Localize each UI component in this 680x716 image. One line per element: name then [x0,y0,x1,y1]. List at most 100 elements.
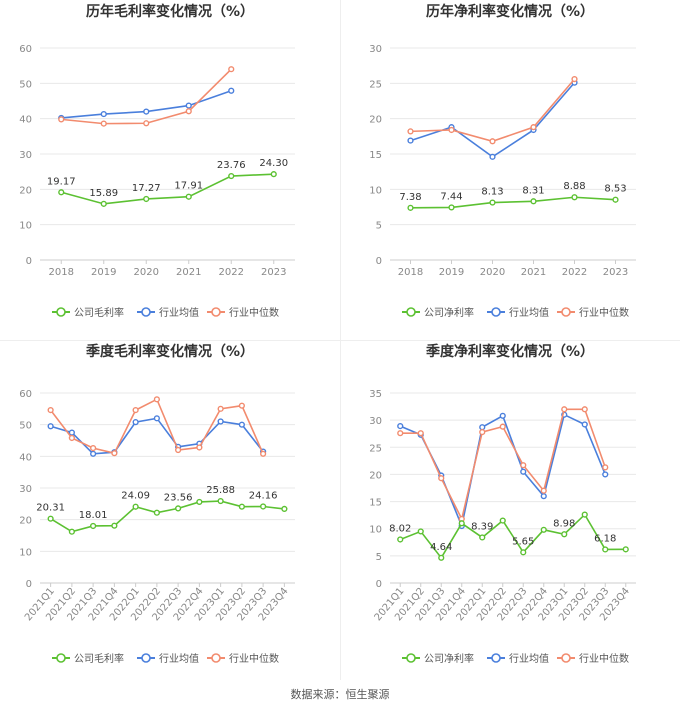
data-point-industry_median [407,128,414,135]
data-point-industry_median [561,406,568,413]
y-tick-label: 20 [19,516,32,527]
data-point-company [185,193,192,200]
data-label: 25.88 [206,485,235,496]
data-point-company [499,517,506,524]
data-point-industry_median [217,405,224,412]
legend-item-industry_median[interactable]: 行业中位数 [557,652,629,665]
data-point-industry_avg [499,412,506,419]
data-point-industry_avg [68,429,75,436]
data-point-industry_median [397,430,404,437]
y-tick-label: 5 [376,552,382,563]
data-point-industry_avg [479,424,486,431]
data-point-industry_avg [520,468,527,475]
series-line-industry_avg [399,413,606,529]
legend-label: 行业均值 [159,306,199,319]
y-tick-label: 25 [369,79,382,90]
legend-item-industry_avg[interactable]: 行业均值 [487,306,549,319]
data-label: 7.38 [399,192,421,203]
y-tick-label: 20 [369,470,382,481]
legend-item-industry_median[interactable]: 行业中位数 [557,306,629,319]
y-tick-label: 30 [369,44,382,55]
data-point-company [260,503,267,510]
y-tick-label: 10 [369,185,382,196]
y-tick-label: 50 [19,421,32,432]
x-tick-label: 2022 [219,267,244,278]
y-tick-label: 40 [19,115,32,126]
legend-item-industry_avg[interactable]: 行业均值 [137,306,199,319]
data-label: 23.56 [164,492,193,503]
data-point-industry_median [100,120,107,127]
data-point-industry_avg [143,108,150,115]
y-tick-label: 25 [369,443,382,454]
data-point-company [438,554,445,561]
legend-marker [211,307,221,317]
chart-title: 季度净利率变化情况（%） [425,343,594,360]
legend-item-industry_median[interactable]: 行业中位数 [207,306,279,319]
data-label: 5.65 [512,536,534,547]
legend-item-industry_avg[interactable]: 行业均值 [137,652,199,665]
x-tick-label: 2021 [176,267,201,278]
data-label: 17.91 [174,181,203,192]
data-point-industry_median [90,444,97,452]
data-label: 24.30 [259,158,288,169]
x-tick-label: 2018 [49,267,74,278]
data-point-company [489,199,496,206]
y-tick-label: 0 [376,579,382,590]
x-tick-label: 2021 [521,267,546,278]
data-label: 17.27 [132,183,161,194]
legend-item-company[interactable]: 公司净利率 [402,306,474,319]
data-point-company [175,505,182,512]
y-tick-label: 30 [369,416,382,427]
data-point-company [143,195,150,203]
data-point-industry_avg [540,493,547,500]
data-point-industry_avg [90,450,97,457]
legend-label: 公司净利率 [424,306,474,319]
legend-item-company[interactable]: 公司毛利率 [52,306,124,319]
chart-panel-4: 季度净利率变化情况（%）051015202530352021Q12021Q220… [369,343,636,665]
data-point-company [281,505,288,513]
data-point-industry_avg [217,418,224,425]
data-point-industry_median [58,116,65,123]
data-point-company [238,503,245,510]
data-point-industry_avg [100,110,107,118]
data-point-industry_median [479,428,486,436]
data-point-industry_avg [489,153,496,160]
legend-item-company[interactable]: 公司净利率 [402,652,474,665]
data-point-industry_median [260,450,267,457]
legend-label: 行业均值 [159,652,199,665]
chart-panel-1: 历年毛利率变化情况（%） 0 10 20 30 40 50 60 2018 2019 2020 202… [19,3,295,319]
legend-item-company[interactable]: 公司毛利率 [52,652,124,665]
legend-marker [561,307,571,317]
data-label: 23.76 [217,160,246,171]
data-point-company [458,520,465,527]
data-label: 19.17 [47,176,76,187]
series-line-company [61,173,274,205]
data-label: 7.44 [440,191,462,202]
y-tick-label: 30 [19,150,32,161]
data-point-industry_median [111,450,118,457]
data-point-industry_avg [602,471,609,478]
data-point-industry_median [448,126,455,134]
x-tick-label: 2020 [480,267,505,278]
y-tick-label: 0 [376,256,382,267]
data-point-company [448,204,455,211]
data-point-company [520,549,527,556]
data-point-company [581,511,588,518]
chart-panel-2: 历年净利率变化情况（%） 0 5 10 15 20 25 30 2018 2019 2020 2021… [369,3,636,319]
legend-item-industry_avg[interactable]: 行业均值 [487,652,549,665]
legend-marker [141,307,151,317]
data-label: 8.88 [563,181,585,192]
data-point-industry_median [196,444,203,451]
legend-label: 行业中位数 [229,652,279,665]
data-point-company [58,189,65,196]
data-point-company [47,515,54,522]
legend-item-industry_median[interactable]: 行业中位数 [207,652,279,665]
legend-marker [211,653,221,663]
data-point-company [132,503,139,510]
x-tick-label: 2023 [261,267,286,278]
data-point-company [530,198,537,205]
x-tick-label: 2020 [134,267,159,278]
data-point-industry_avg [132,419,139,426]
legend-marker [141,653,151,663]
